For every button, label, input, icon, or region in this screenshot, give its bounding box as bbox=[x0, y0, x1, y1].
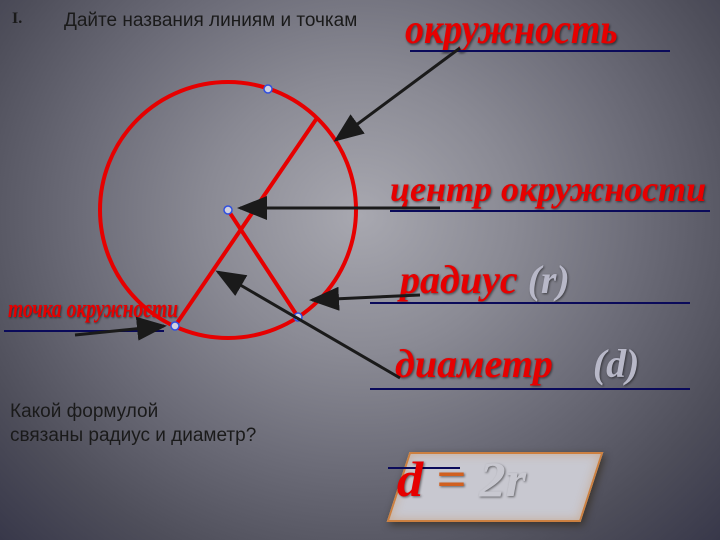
top-point bbox=[264, 85, 272, 93]
center-point bbox=[224, 206, 232, 214]
geometry-diagram bbox=[0, 0, 720, 540]
bottom-left-point bbox=[171, 322, 179, 330]
arrow-to-radius bbox=[312, 295, 420, 300]
arrow-to-diameter bbox=[218, 272, 400, 378]
radius-line bbox=[228, 210, 298, 317]
arrow-to-circle bbox=[336, 48, 460, 140]
diameter-line bbox=[175, 118, 317, 326]
arrow-to-point bbox=[75, 326, 164, 335]
